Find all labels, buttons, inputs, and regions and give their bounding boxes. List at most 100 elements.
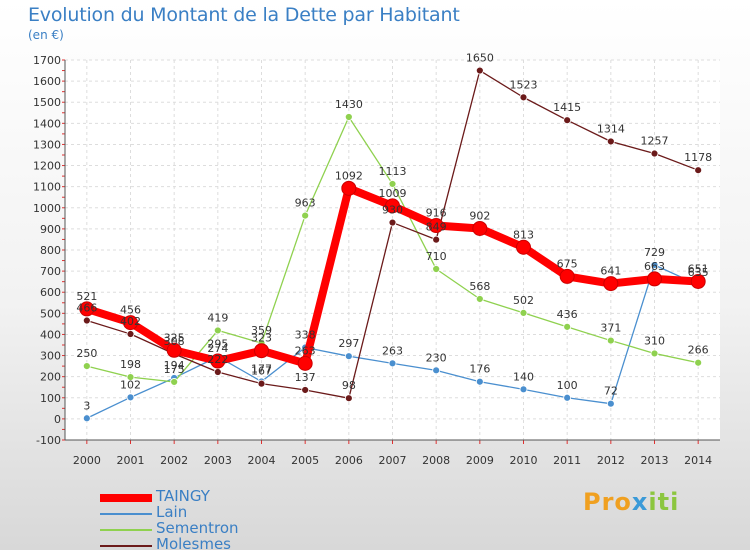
x-tick-label: 2006 [335, 454, 363, 467]
y-tick-label: 200 [40, 371, 61, 384]
data-label-lain: 635 [688, 266, 709, 279]
data-label-molesmes: 849 [426, 221, 447, 234]
data-label-molesmes: 1314 [597, 122, 625, 135]
data-point-lain [475, 377, 484, 386]
y-tick-label: 100 [40, 392, 61, 405]
y-tick-label: 500 [40, 307, 61, 320]
x-tick-label: 2009 [466, 454, 494, 467]
data-label-sementron: 359 [251, 324, 272, 337]
data-point-sementron [519, 309, 528, 317]
legend-swatch [100, 545, 152, 547]
data-point-molesmes [650, 149, 659, 158]
y-tick-label: 1400 [33, 117, 61, 130]
y-tick-label: 1600 [33, 75, 61, 88]
data-label-taingy: 263 [295, 344, 316, 357]
data-label-lain: 338 [295, 329, 316, 342]
data-point-molesmes [432, 235, 441, 244]
data-label-sementron: 963 [295, 197, 316, 210]
data-point-molesmes [563, 116, 572, 125]
x-tick-label: 2000 [73, 454, 101, 467]
y-tick-label: 600 [40, 286, 61, 299]
y-tick-label: 0 [54, 413, 61, 426]
data-label-molesmes: 98 [342, 379, 356, 392]
data-label-taingy: 456 [120, 304, 141, 317]
data-label-sementron: 310 [644, 334, 665, 347]
data-label-taingy: 813 [513, 228, 534, 241]
data-label-sementron: 1113 [379, 165, 407, 178]
data-point-lain [344, 352, 353, 361]
data-point-sementron [432, 265, 441, 273]
data-label-taingy: 651 [688, 262, 709, 275]
data-label-lain: 230 [426, 351, 447, 364]
legend-label: Molesmes [156, 535, 231, 553]
data-point-sementron [694, 358, 703, 367]
chart-subtitle: (en €) [28, 28, 64, 42]
data-label-taingy: 1092 [335, 169, 363, 182]
data-point-lain [606, 399, 615, 408]
data-label-molesmes: 1257 [641, 135, 669, 148]
y-tick-label: 800 [40, 244, 61, 257]
data-point-lain [126, 393, 135, 402]
data-point-molesmes [344, 394, 353, 403]
legend-swatch [100, 494, 152, 502]
data-point-lain [388, 359, 397, 368]
x-tick-label: 2011 [553, 454, 581, 467]
y-tick-label: 1500 [33, 96, 61, 109]
data-point-taingy [559, 268, 575, 284]
data-point-sementron [606, 336, 615, 345]
x-tick-label: 2002 [160, 454, 188, 467]
brand-logo: Proxiti [583, 488, 680, 516]
x-tick-label: 2007 [379, 454, 407, 467]
data-point-molesmes [475, 66, 484, 75]
data-point-taingy [428, 218, 444, 234]
y-tick-label: 1200 [33, 160, 61, 173]
data-label-molesmes: 308 [164, 335, 185, 348]
legend-label: Lain [156, 503, 188, 521]
data-point-lain [519, 385, 528, 394]
x-tick-label: 2005 [291, 454, 319, 467]
data-label-taingy: 675 [557, 257, 578, 270]
data-label-lain: 72 [604, 385, 618, 398]
data-point-taingy [210, 353, 226, 369]
data-label-molesmes: 402 [120, 315, 141, 328]
data-point-taingy [166, 342, 182, 358]
y-tick-label: -100 [36, 434, 61, 447]
x-tick-label: 2012 [597, 454, 625, 467]
y-tick-label: 1300 [33, 138, 61, 151]
data-point-lain [563, 393, 572, 402]
legend-swatch [100, 529, 152, 531]
y-tick-label: 1000 [33, 202, 61, 215]
data-point-taingy [297, 355, 313, 371]
data-point-molesmes [694, 166, 703, 175]
y-tick-label: 1700 [33, 54, 61, 67]
chart-title: Evolution du Montant de la Dette par Hab… [28, 4, 460, 26]
data-point-sementron [475, 295, 484, 303]
data-label-molesmes: 466 [76, 302, 97, 315]
data-label-taingy: 521 [76, 290, 97, 303]
data-label-taingy: 902 [469, 209, 490, 222]
data-label-lain: 100 [557, 379, 578, 392]
data-label-molesmes: 1178 [684, 151, 712, 164]
data-point-molesmes [606, 137, 615, 146]
data-label-molesmes: 167 [251, 365, 272, 378]
data-label-taingy: 1009 [379, 187, 407, 200]
data-point-sementron [126, 373, 135, 381]
data-point-molesmes [82, 316, 91, 325]
legend-swatch [100, 513, 152, 515]
data-label-lain: 102 [120, 378, 141, 391]
data-point-sementron [388, 180, 397, 188]
data-label-sementron: 175 [164, 363, 185, 376]
data-label-sementron: 710 [426, 250, 447, 263]
data-label-molesmes: 930 [382, 204, 403, 217]
data-point-molesmes [519, 93, 528, 102]
data-point-taingy [385, 198, 400, 214]
data-point-sementron [170, 378, 179, 386]
x-tick-label: 2010 [510, 454, 538, 467]
data-point-taingy [79, 301, 95, 317]
data-label-taingy: 274 [207, 342, 228, 355]
data-point-molesmes [388, 218, 397, 227]
data-label-lain: 297 [338, 337, 359, 350]
data-point-sementron [650, 349, 659, 358]
data-point-sementron [301, 211, 310, 220]
